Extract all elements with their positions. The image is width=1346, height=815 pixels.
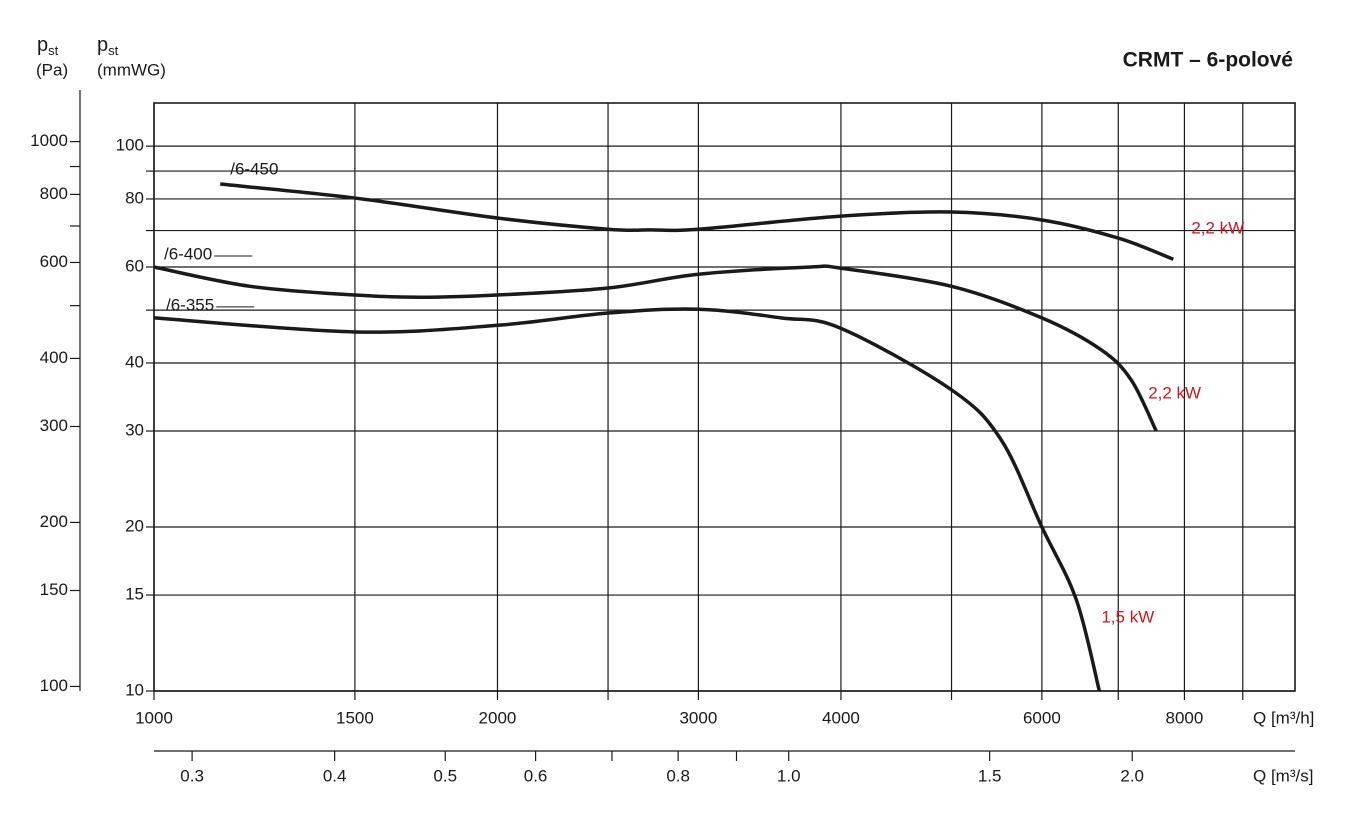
plot-frame	[153, 102, 1296, 692]
y-axis-unit: (mmWG)	[97, 60, 166, 79]
y-tick-label: 20	[125, 516, 144, 535]
power-label: 1,5 kW	[1101, 607, 1154, 626]
y2-tick-label: 600	[40, 252, 68, 271]
symbol: p	[97, 34, 108, 56]
x-axis-label: Q [m³/h]	[1253, 708, 1314, 727]
x-tick-label: 3000	[679, 708, 717, 727]
y2-tick-label: 100	[40, 676, 68, 695]
subscript: st	[108, 43, 119, 58]
y-tick-label: 30	[125, 421, 144, 440]
curve	[153, 264, 1158, 432]
x2-tick-label: 0.3	[180, 766, 204, 785]
x2-tick-label: 0.6	[524, 766, 548, 785]
y-tick-label: 100	[116, 136, 144, 155]
y2-tick-label: 400	[40, 348, 68, 367]
x-tick-label: 1000	[135, 708, 173, 727]
power-label: 2,2 kW	[1191, 219, 1244, 238]
x2-tick-label: 1.5	[978, 766, 1002, 785]
y-tick-label: 60	[125, 257, 144, 276]
series-label: /6-450	[230, 160, 278, 179]
x-tick-label: 1500	[336, 708, 374, 727]
x2-tick-label: 0.5	[433, 766, 457, 785]
x-tick-label: 6000	[1023, 708, 1061, 727]
y2-axis-unit: (Pa)	[36, 60, 68, 79]
y2-tick-label: 800	[40, 184, 68, 203]
x2-tick-label: 2.0	[1120, 766, 1144, 785]
x-tick-label: 8000	[1166, 708, 1204, 727]
x2-tick-label: 0.8	[666, 766, 690, 785]
x2-tick-label: 0.4	[323, 766, 347, 785]
series-label: /6-400	[164, 245, 212, 264]
power-label: 2,2 kW	[1148, 384, 1201, 403]
x-tick-label: 4000	[822, 708, 860, 727]
chart-title: CRMT – 6-polové	[1123, 49, 1293, 72]
curve	[153, 307, 1102, 692]
symbol: p	[37, 34, 48, 56]
y2-tick-label: 150	[40, 580, 68, 599]
x2-tick-label: 1.0	[777, 766, 801, 785]
y-tick-label: 40	[125, 352, 144, 371]
y-tick-label: 15	[125, 585, 144, 604]
y-axis-label: pst	[97, 34, 119, 58]
x2-axis-label: Q [m³/s]	[1253, 766, 1313, 785]
y2-axis-label: pst	[37, 34, 59, 58]
y-tick-label: 80	[125, 188, 144, 207]
y-tick-label: 10	[125, 680, 144, 699]
y2-tick-label: 300	[40, 416, 68, 435]
series-label: /6-355	[166, 295, 214, 314]
subscript: st	[48, 43, 59, 58]
y2-tick-label: 200	[40, 512, 68, 531]
x-tick-label: 2000	[479, 708, 517, 727]
y2-tick-label: 1000	[30, 131, 68, 150]
curve	[220, 182, 1174, 261]
